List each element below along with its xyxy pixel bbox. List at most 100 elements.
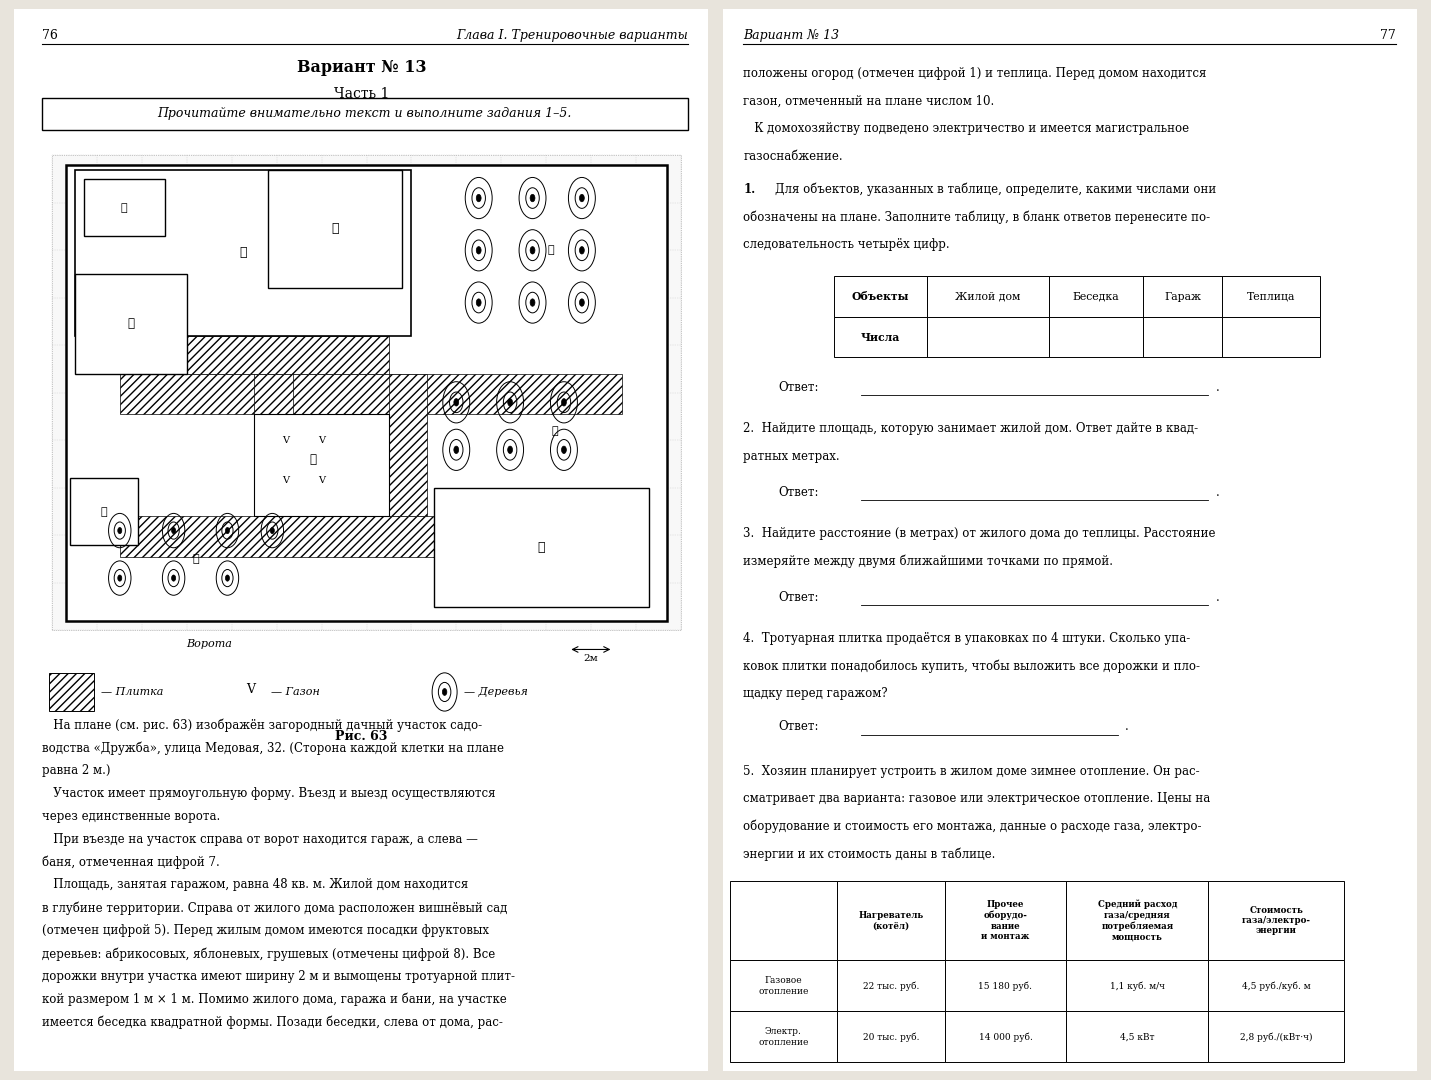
Text: — Деревья: — Деревья [464,687,528,697]
Text: ①: ① [239,246,248,259]
Text: 4,5 кВт: 4,5 кВт [1120,1032,1155,1041]
Text: дорожки внутри участка имеют ширину 2 м и вымощены тротуарной плит-: дорожки внутри участка имеют ширину 2 м … [41,970,515,983]
Text: Ответ:: Ответ: [778,720,819,733]
Text: 1.: 1. [744,183,756,195]
Bar [74,274,187,374]
Circle shape [477,299,481,307]
Circle shape [226,575,229,581]
Circle shape [580,194,584,202]
Text: Площадь, занятая гаражом, равна 48 кв. м. Жилой дом находится: Площадь, занятая гаражом, равна 48 кв. м… [41,878,468,891]
Bar [1142,276,1222,316]
Text: баня, отмеченная цифрой 7.: баня, отмеченная цифрой 7. [41,855,220,869]
Text: 15 180 руб.: 15 180 руб. [979,981,1033,990]
Bar [268,170,402,288]
Circle shape [580,299,584,307]
Text: Ворота: Ворота [186,639,232,649]
Bar [1066,880,1208,960]
Text: К домохозяйству подведено электричество и имеется магистральное: К домохозяйству подведено электричество … [744,122,1189,135]
Text: сматривает два варианта: газовое или электрическое отопление. Цены на: сматривает два варианта: газовое или эле… [744,793,1211,806]
Text: ковок плитки понадобилось купить, чтобы выложить все дорожки и пло-: ковок плитки понадобилось купить, чтобы … [744,660,1201,673]
Text: 4,5 руб./куб. м: 4,5 руб./куб. м [1242,981,1311,990]
Text: кой размером 1 м × 1 м. Помимо жилого дома, гаража и бани, на участке: кой размером 1 м × 1 м. Помимо жилого до… [41,993,507,1007]
Text: равна 2 м.): равна 2 м.) [41,765,110,778]
Text: измеряйте между двумя ближайшими точками по прямой.: измеряйте между двумя ближайшими точками… [744,555,1113,568]
Text: деревьев: абрикосовых, яблоневых, грушевых (отмечены цифрой 8). Все: деревьев: абрикосовых, яблоневых, грушев… [41,947,495,960]
Bar [53,156,681,631]
Text: V: V [282,436,289,445]
Circle shape [172,575,176,581]
Text: При въезде на участок справа от ворот находится гараж, а слева —: При въезде на участок справа от ворот на… [41,833,478,846]
Text: Для объектов, указанных в таблице, определите, какими числами они: Для объектов, указанных в таблице, опред… [774,183,1216,197]
Circle shape [172,527,176,534]
Text: V: V [246,684,255,697]
Bar [1208,1012,1344,1063]
Text: 2м: 2м [584,653,598,663]
Text: Газовое
отопление: Газовое отопление [758,976,809,996]
Circle shape [454,399,459,406]
Text: в глубине территории. Справа от жилого дома расположен вишнёвый сад: в глубине территории. Справа от жилого д… [41,902,508,915]
Text: ⑤: ⑤ [547,245,554,255]
Bar [255,374,292,516]
Text: Объекты: Объекты [851,292,909,302]
Bar [1208,960,1344,1012]
Text: через единственные ворота.: через единственные ворота. [41,810,220,823]
Text: Нагреватель
(котёл): Нагреватель (котёл) [859,910,923,930]
Bar [1222,316,1319,357]
Bar [944,960,1066,1012]
Text: Гараж: Гараж [1163,292,1201,301]
Text: Числа: Числа [861,332,900,342]
Text: 14 000 руб.: 14 000 руб. [979,1032,1032,1042]
Text: газон, отмеченный на плане числом 10.: газон, отмеченный на плане числом 10. [744,95,995,108]
Text: .: . [1125,720,1129,733]
Bar [120,516,434,556]
Text: Средний расход
газа/средняя
потребляемая
мощность: Средний расход газа/средняя потребляемая… [1098,900,1178,941]
Text: Глава I. Тренировочные варианты: Глава I. Тренировочные варианты [456,29,687,42]
Bar [837,1012,944,1063]
Text: .: . [1215,486,1219,499]
Text: Ответ:: Ответ: [778,380,819,393]
Text: .: . [1215,591,1219,604]
Text: щадку перед гаражом?: щадку перед гаражом? [744,687,889,700]
Bar [74,170,411,336]
Text: ⑨: ⑨ [193,554,199,564]
Text: V: V [318,476,325,485]
Bar [1049,276,1142,316]
Text: ③: ③ [127,318,135,330]
Circle shape [561,399,567,406]
Bar [730,1012,837,1063]
Circle shape [529,299,535,307]
Text: ⑥: ⑥ [538,541,545,554]
Text: — Газон: — Газон [270,687,321,697]
Bar [1049,316,1142,357]
Text: — Плитка: — Плитка [102,687,163,697]
Text: На плане (см. рис. 63) изображён загородный дачный участок садо-: На плане (см. рис. 63) изображён загород… [41,718,482,732]
Bar [834,276,927,316]
Text: имеется беседка квадратной формы. Позади беседки, слева от дома, рас-: имеется беседка квадратной формы. Позади… [41,1015,502,1029]
Circle shape [117,527,122,534]
Bar [1208,880,1344,960]
Text: ②: ② [122,203,127,213]
Text: 1,1 куб. м/ч: 1,1 куб. м/ч [1110,981,1165,990]
Text: (отмечен цифрой 5). Перед жилым домом имеются посадки фруктовых: (отмечен цифрой 5). Перед жилым домом им… [41,924,489,937]
Circle shape [226,527,229,534]
Circle shape [529,246,535,254]
Text: Вариант № 13: Вариант № 13 [744,29,840,42]
Text: V: V [318,436,325,445]
Bar [142,336,389,374]
Circle shape [117,575,122,581]
Text: .: . [1215,380,1219,393]
Text: Прочее
оборудо-
вание
и монтаж: Прочее оборудо- вание и монтаж [982,900,1030,941]
Text: 77: 77 [1379,29,1395,42]
Text: 22 тыс. руб.: 22 тыс. руб. [863,981,919,990]
Text: водства «Дружба», улица Медовая, 32. (Сторона каждой клетки на плане: водства «Дружба», улица Медовая, 32. (Ст… [41,741,504,755]
Bar [1142,316,1222,357]
Bar [1066,1012,1208,1063]
Bar [84,179,165,237]
Circle shape [561,446,567,454]
Text: обозначены на плане. Заполните таблицу, в бланк ответов перенесите по-: обозначены на плане. Заполните таблицу, … [744,211,1211,224]
Bar [927,276,1049,316]
Text: Беседка: Беседка [1072,292,1119,301]
Text: ⑦: ⑦ [100,507,107,516]
Text: V: V [282,476,289,485]
Text: Теплица: Теплица [1246,292,1295,301]
